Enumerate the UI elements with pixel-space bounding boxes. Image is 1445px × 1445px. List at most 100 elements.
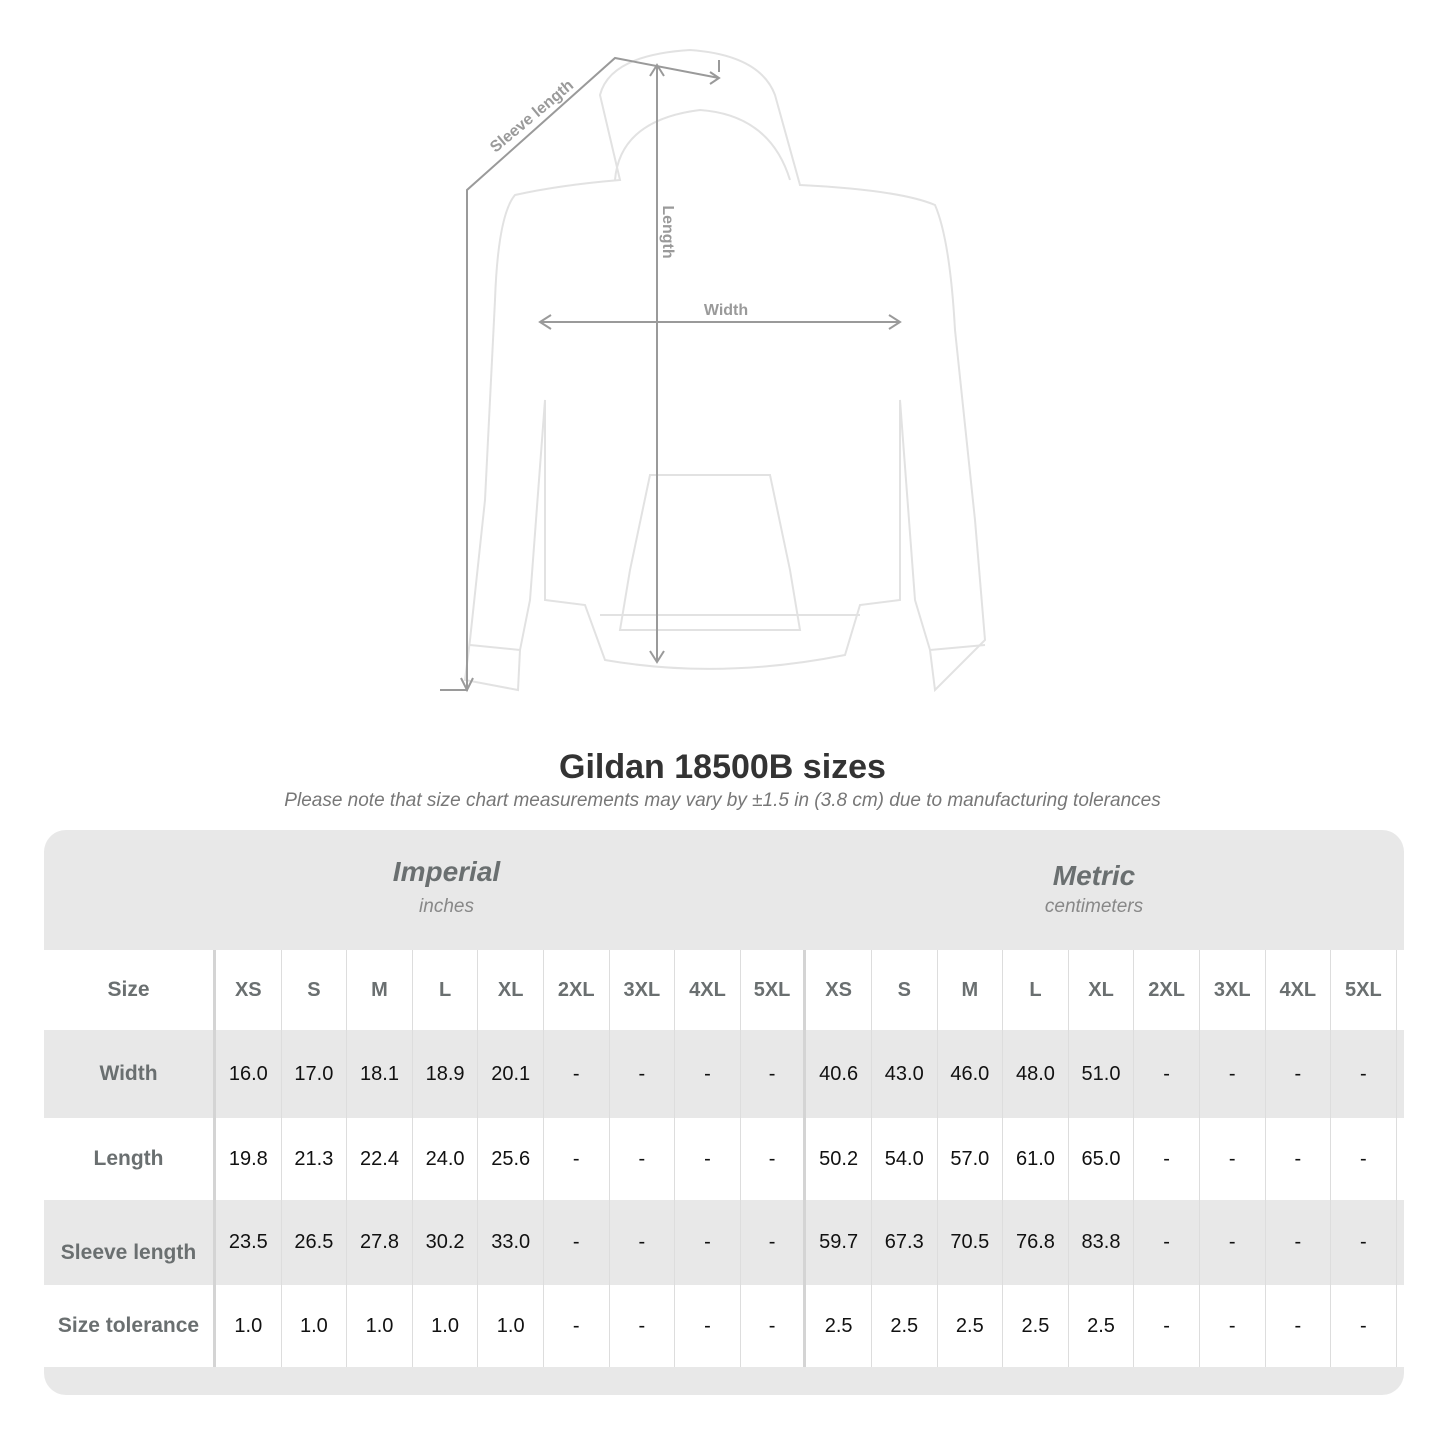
imperial-value-cell: - <box>610 1200 676 1285</box>
metric-value-cell: - <box>1134 1285 1200 1367</box>
metric-value-cell: - <box>1266 1118 1332 1200</box>
metric-size-header: 2XL <box>1134 950 1200 1030</box>
sleeve-length-label: Sleeve length <box>487 77 577 156</box>
metric-value-cell: - <box>1266 1200 1332 1285</box>
metric-value-cell: - <box>1200 1118 1266 1200</box>
imperial-value-cell: 20.1 <box>478 1030 544 1118</box>
imperial-size-header: XL <box>478 950 544 1030</box>
imperial-value-cell: 18.1 <box>347 1030 413 1118</box>
tolerance-note: Please note that size chart measurements… <box>284 790 1161 811</box>
metric-size-header: M <box>938 950 1004 1030</box>
imperial-value-cell: 1.0 <box>216 1285 282 1367</box>
imperial-size-header: L <box>413 950 479 1030</box>
metric-value-cell: 48.0 <box>1003 1030 1069 1118</box>
imperial-value-cell: - <box>610 1030 676 1118</box>
table-row: Size tolerance 1.0 1.0 1.0 1.0 1.0- - - -2.5 2.5 2… <box>44 1285 1404 1367</box>
metric-value-cell: 83.8 <box>1069 1200 1135 1285</box>
metric-value-cell: 76.8 <box>1003 1200 1069 1285</box>
imperial-value-cell: - <box>741 1030 807 1118</box>
size-header-row: Size XS S M L XL 2XL 3XL 4XL 5XL XS S M L XL 2XL 3XL 4XL 5… <box>44 950 1404 1030</box>
imperial-size-header: XS <box>216 950 282 1030</box>
imperial-value-cell: - <box>544 1285 610 1367</box>
metric-value-cell: 65.0 <box>1069 1118 1135 1200</box>
imperial-size-header: 5XL <box>741 950 807 1030</box>
metric-value-cell: - <box>1331 1285 1397 1367</box>
table-row: Length 19.8 21.3 22.4 24.0 25.6- - - -50.2 54.0 57… <box>44 1118 1404 1200</box>
metric-value-cell: 46.0 <box>938 1030 1004 1118</box>
metric-value-cell: - <box>1331 1200 1397 1285</box>
size-table: Imperial inches Metric centimeters Size X… <box>44 830 1404 1395</box>
imperial-value-cell: 19.8 <box>216 1118 282 1200</box>
metric-value-cell: 2.5 <box>938 1285 1004 1367</box>
metric-value-cell: 61.0 <box>1003 1118 1069 1200</box>
metric-value-cell: 51.0 <box>1069 1030 1135 1118</box>
metric-value-cell: - <box>1200 1030 1266 1118</box>
imperial-value-cell: - <box>675 1200 741 1285</box>
imperial-header: Imperial inches <box>219 830 674 948</box>
row-label: Length <box>44 1118 216 1200</box>
imperial-value-cell: - <box>610 1285 676 1367</box>
imperial-size-header: 4XL <box>675 950 741 1030</box>
imperial-value-cell: 17.0 <box>282 1030 348 1118</box>
imperial-value-cell: 23.5 <box>216 1200 282 1285</box>
imperial-value-cell: 21.3 <box>282 1118 348 1200</box>
imperial-value-cell: - <box>544 1030 610 1118</box>
imperial-value-cell: - <box>675 1030 741 1118</box>
width-label: Width <box>704 302 748 319</box>
metric-value-cell: - <box>1200 1285 1266 1367</box>
imperial-value-cell: 22.4 <box>347 1118 413 1200</box>
imperial-title: Imperial <box>392 856 501 887</box>
imperial-value-cell: - <box>675 1285 741 1367</box>
metric-title: Metric <box>1052 860 1136 891</box>
metric-size-header: L <box>1003 950 1069 1030</box>
imperial-unit: inches <box>419 896 474 917</box>
measurement-lines <box>440 56 902 693</box>
metric-value-cell: 2.5 <box>1069 1285 1135 1367</box>
imperial-value-cell: - <box>741 1285 807 1367</box>
metric-header: Metric centimeters <box>814 830 1374 948</box>
metric-value-cell: - <box>1134 1200 1200 1285</box>
metric-value-cell: - <box>1331 1030 1397 1118</box>
row-label: Width <box>44 1030 216 1118</box>
metric-size-header: XL <box>1069 950 1135 1030</box>
imperial-size-header: S <box>282 950 348 1030</box>
metric-value-cell: 2.5 <box>806 1285 872 1367</box>
imperial-value-cell: - <box>741 1118 807 1200</box>
imperial-value-cell: 24.0 <box>413 1118 479 1200</box>
imperial-value-cell: 27.8 <box>347 1200 413 1285</box>
imperial-value-cell: - <box>544 1200 610 1285</box>
imperial-value-cell: 26.5 <box>282 1200 348 1285</box>
hoodie-measurement-diagram: Sleeve length Length Width <box>440 48 987 693</box>
metric-value-cell: 54.0 <box>872 1118 938 1200</box>
table-row: Sleeve length 23.5 26.5 27.8 30.2 33.0- - - -59.… <box>44 1200 1404 1285</box>
imperial-value-cell: 25.6 <box>478 1118 544 1200</box>
imperial-value-cell: 30.2 <box>413 1200 479 1285</box>
imperial-value-cell: - <box>610 1118 676 1200</box>
metric-value-cell: 40.6 <box>806 1030 872 1118</box>
imperial-value-cell: 1.0 <box>413 1285 479 1367</box>
metric-size-header: 3XL <box>1200 950 1266 1030</box>
metric-value-cell: 50.2 <box>806 1118 872 1200</box>
imperial-value-cell: 1.0 <box>478 1285 544 1367</box>
imperial-size-header: 3XL <box>610 950 676 1030</box>
metric-value-cell: - <box>1134 1030 1200 1118</box>
hoodie-illustration <box>463 48 987 693</box>
metric-value-cell: 70.5 <box>938 1200 1004 1285</box>
imperial-size-header: M <box>347 950 413 1030</box>
metric-value-cell: 2.5 <box>1003 1285 1069 1367</box>
imperial-size-header: 2XL <box>544 950 610 1030</box>
metric-size-header: S <box>872 950 938 1030</box>
row-label: Sleeve length <box>44 1200 216 1285</box>
metric-value-cell: - <box>1200 1200 1266 1285</box>
metric-value-cell: 2.5 <box>872 1285 938 1367</box>
metric-size-header: XS <box>806 950 872 1030</box>
metric-value-cell: - <box>1266 1030 1332 1118</box>
imperial-value-cell: 16.0 <box>216 1030 282 1118</box>
table-row: Width 16.0 17.0 18.1 18.9 20.1- - - -40.6 43.0 46.… <box>44 1030 1404 1118</box>
metric-value-cell: 57.0 <box>938 1118 1004 1200</box>
imperial-value-cell: 1.0 <box>282 1285 348 1367</box>
metric-value-cell: - <box>1331 1118 1397 1200</box>
page-title: Gildan 18500B sizes <box>559 748 886 786</box>
imperial-value-cell: - <box>675 1118 741 1200</box>
metric-value-cell: 43.0 <box>872 1030 938 1118</box>
